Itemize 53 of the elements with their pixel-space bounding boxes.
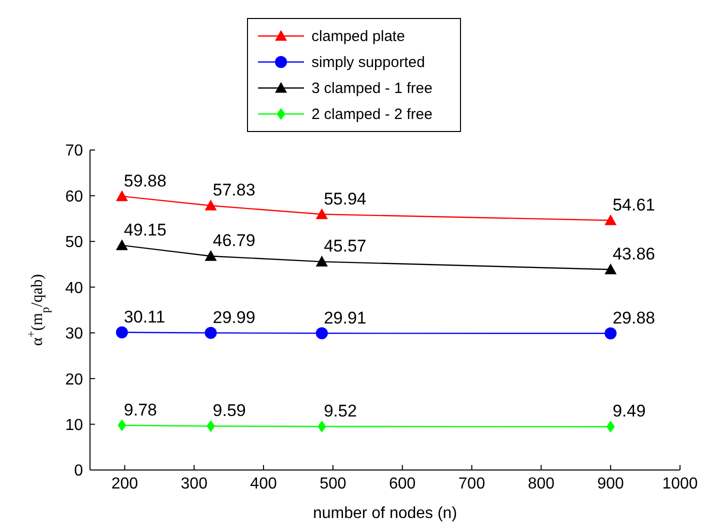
x-tick-label: 600 xyxy=(389,475,416,492)
data-label: 9.59 xyxy=(212,401,246,420)
data-label: 57.83 xyxy=(212,180,256,200)
point xyxy=(318,420,326,432)
x-tick-label: 300 xyxy=(180,475,208,492)
y-tick-label: 50 xyxy=(65,234,84,252)
point xyxy=(606,420,615,433)
point xyxy=(316,256,328,266)
point xyxy=(316,327,328,340)
y-tick-label: 40 xyxy=(65,280,84,297)
point xyxy=(118,419,126,432)
point xyxy=(604,327,617,340)
x-tick-label: 500 xyxy=(320,475,346,492)
data-label: 9.78 xyxy=(124,400,158,420)
point xyxy=(604,263,617,274)
legend-label: 3 clamped - 1 free xyxy=(312,80,432,96)
data-label: 29.99 xyxy=(212,308,256,327)
x-tick-label: 400 xyxy=(250,475,277,492)
legend-label: 2 clamped - 2 free xyxy=(312,106,432,122)
data-label: 49.15 xyxy=(124,220,166,240)
point xyxy=(604,214,617,226)
point xyxy=(204,200,217,210)
data-label: 9.52 xyxy=(324,401,357,420)
legend-label: simply supported xyxy=(312,54,425,70)
y-tick-label: 0 xyxy=(74,462,84,480)
data-label: 54.61 xyxy=(612,195,656,214)
data-label: 43.86 xyxy=(612,244,656,264)
point xyxy=(204,250,217,261)
data-label: 59.88 xyxy=(124,171,166,190)
data-label: 55.94 xyxy=(324,189,366,208)
x-tick-label: 200 xyxy=(111,475,138,492)
point xyxy=(116,239,128,250)
data-label: 29.88 xyxy=(612,308,656,328)
data-label: 29.91 xyxy=(324,308,366,328)
data-label: 46.79 xyxy=(212,231,256,250)
legend-label: clamped plate xyxy=(312,28,405,44)
y-tick-label: 70 xyxy=(65,142,84,160)
y-tick-label: 10 xyxy=(65,416,84,434)
y-tick-label: 30 xyxy=(65,326,84,343)
x-tick-label: 700 xyxy=(458,475,486,492)
x-tick-label: 800 xyxy=(528,475,555,492)
x-tick-label: 1000 xyxy=(662,475,698,492)
data-label: 30.11 xyxy=(124,307,166,326)
point xyxy=(116,190,128,202)
point xyxy=(116,326,128,338)
data-label: 45.57 xyxy=(324,236,366,256)
y-tick-label: 60 xyxy=(65,188,84,206)
data-label: 9.49 xyxy=(612,402,646,421)
y-tick-label: 20 xyxy=(65,371,84,388)
point xyxy=(316,208,328,220)
x-axis-title: number of nodes (n) xyxy=(312,505,458,522)
point xyxy=(204,326,217,339)
x-tick-label: 900 xyxy=(597,475,624,492)
